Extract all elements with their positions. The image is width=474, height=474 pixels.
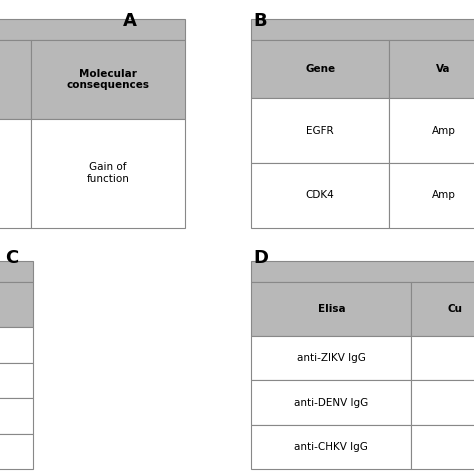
Bar [389,40,474,98]
Bar [251,425,411,469]
Bar [0,261,33,282]
Bar [251,163,389,228]
Bar [0,119,31,228]
Text: B: B [254,12,267,30]
Bar [0,19,185,40]
Bar [389,98,474,163]
Text: Elisa: Elisa [318,304,345,314]
Bar [251,40,389,98]
Bar [411,380,474,425]
Bar [251,98,389,163]
Bar [31,119,185,228]
Text: Gene: Gene [305,64,335,74]
Bar [0,282,33,328]
Bar [0,434,33,469]
Text: A: A [123,12,137,30]
Bar [389,163,474,228]
Bar [251,19,474,40]
Bar [0,363,33,398]
Text: CDK4: CDK4 [306,190,335,200]
Text: Molecular
consequences: Molecular consequences [66,69,150,90]
Bar [411,282,474,336]
Bar [251,336,411,380]
Text: D: D [254,249,269,267]
Text: anti-ZIKV IgG: anti-ZIKV IgG [297,353,366,363]
Text: anti-CHKV IgG: anti-CHKV IgG [294,442,368,452]
Text: C: C [5,249,18,267]
Bar [0,328,33,363]
Bar [411,425,474,469]
Text: anti-DENV IgG: anti-DENV IgG [294,398,368,408]
Bar [0,40,31,119]
Text: Cu: Cu [447,304,462,314]
Text: Gain of
function: Gain of function [87,163,129,184]
Bar [0,398,33,434]
Bar [411,336,474,380]
Text: EGFR: EGFR [306,126,334,136]
Bar [251,261,474,282]
Bar [31,40,185,119]
Text: Amp: Amp [431,126,456,136]
Bar [251,282,411,336]
Bar [251,380,411,425]
Text: Va: Va [436,64,451,74]
Text: Amp: Amp [431,190,456,200]
